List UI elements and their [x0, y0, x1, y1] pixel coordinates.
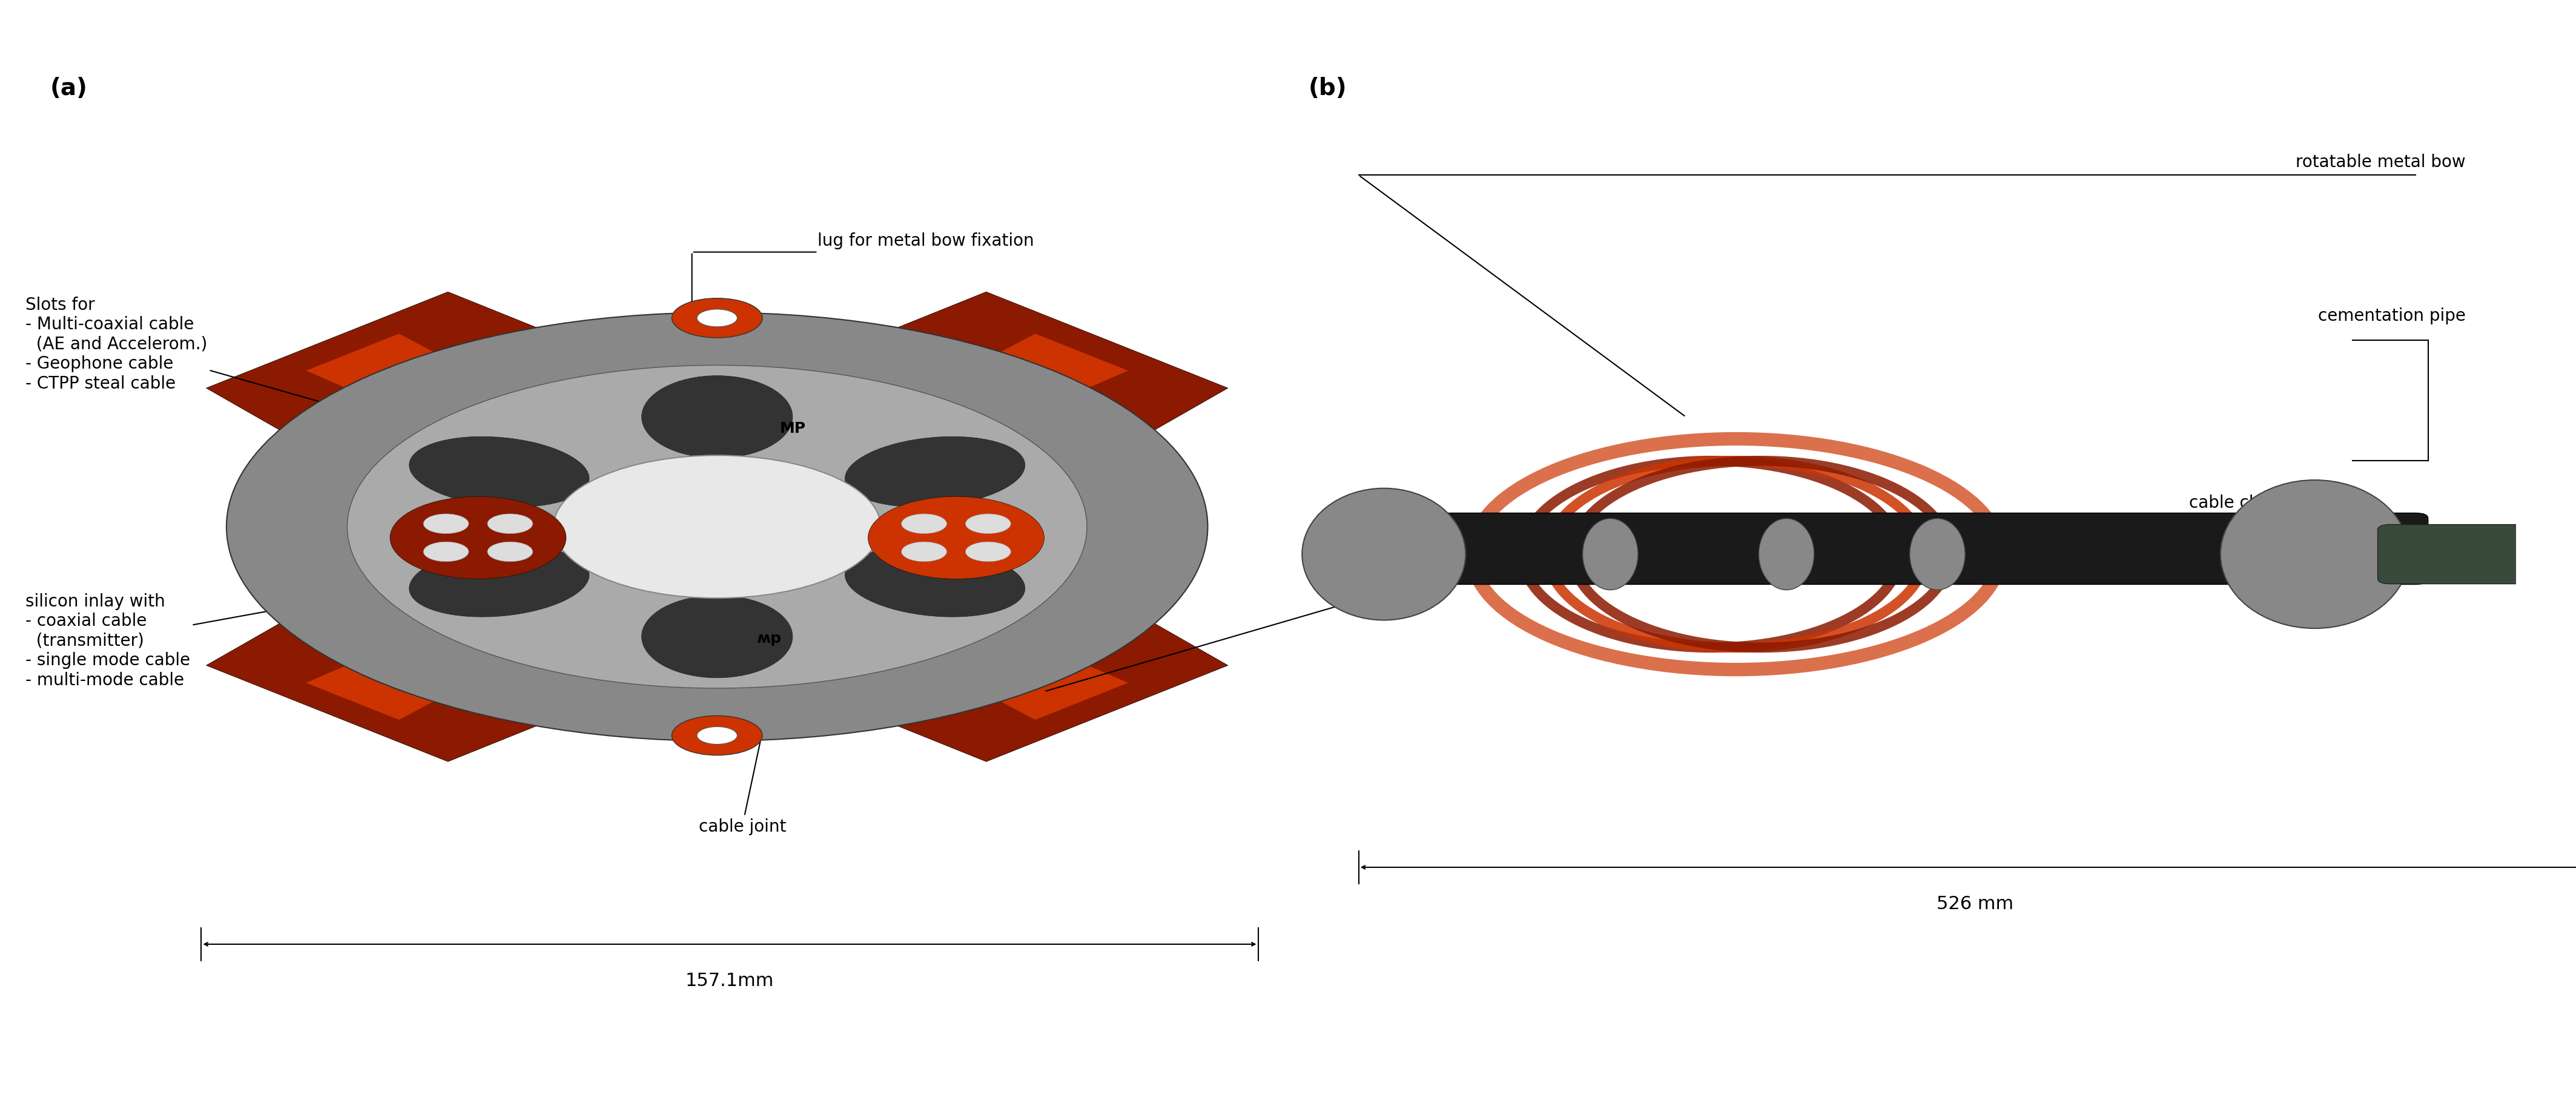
Circle shape	[698, 310, 737, 327]
FancyBboxPatch shape	[1321, 514, 2429, 584]
Circle shape	[966, 542, 1010, 562]
Text: Slots for
- Multi-coaxial cable
  (AE and Accelerom.)
- Geophone cable
- CTPP st: Slots for - Multi-coaxial cable (AE and …	[26, 296, 564, 472]
Ellipse shape	[1582, 519, 1638, 591]
Polygon shape	[724, 533, 1128, 720]
Polygon shape	[559, 292, 1229, 590]
Circle shape	[487, 514, 533, 534]
Text: 157.1mm: 157.1mm	[685, 972, 773, 989]
Polygon shape	[559, 464, 1229, 762]
Ellipse shape	[868, 496, 1043, 580]
Polygon shape	[206, 464, 876, 762]
Text: cable joint: cable joint	[698, 712, 786, 834]
Circle shape	[422, 542, 469, 562]
Text: cable clamps: cable clamps	[2190, 494, 2300, 511]
Text: MP: MP	[781, 421, 806, 436]
Polygon shape	[206, 292, 876, 590]
Text: dw: dw	[755, 629, 781, 645]
Ellipse shape	[1909, 519, 1965, 591]
Circle shape	[672, 716, 762, 755]
FancyBboxPatch shape	[2378, 525, 2576, 584]
Polygon shape	[307, 533, 711, 720]
Polygon shape	[724, 334, 1128, 522]
Ellipse shape	[389, 496, 567, 580]
Circle shape	[348, 366, 1087, 688]
Circle shape	[698, 727, 737, 744]
Ellipse shape	[1759, 519, 1814, 591]
Ellipse shape	[410, 547, 590, 617]
Circle shape	[227, 313, 1208, 741]
Circle shape	[672, 299, 762, 338]
Circle shape	[554, 456, 881, 598]
Ellipse shape	[641, 376, 793, 459]
Circle shape	[902, 514, 948, 534]
Polygon shape	[307, 334, 711, 522]
Text: 526 mm: 526 mm	[1937, 895, 2014, 912]
Circle shape	[902, 542, 948, 562]
Ellipse shape	[845, 547, 1025, 617]
Text: silicon inlay with
- coaxial cable
  (transmitter)
- single mode cable
- multi-m: silicon inlay with - coaxial cable (tran…	[26, 570, 487, 688]
Ellipse shape	[410, 437, 590, 507]
Circle shape	[422, 514, 469, 534]
Text: cementation pipe: cementation pipe	[2318, 307, 2465, 324]
Ellipse shape	[641, 595, 793, 677]
Ellipse shape	[2221, 481, 2409, 628]
Text: lug for metal bow fixation: lug for metal bow fixation	[817, 233, 1036, 249]
Circle shape	[487, 542, 533, 562]
Ellipse shape	[845, 437, 1025, 507]
Text: (a): (a)	[52, 77, 88, 100]
Text: (b): (b)	[1309, 77, 1347, 100]
Ellipse shape	[1301, 489, 1466, 620]
Text: rotatable metal bow: rotatable metal bow	[2295, 154, 2465, 170]
Circle shape	[966, 514, 1010, 534]
